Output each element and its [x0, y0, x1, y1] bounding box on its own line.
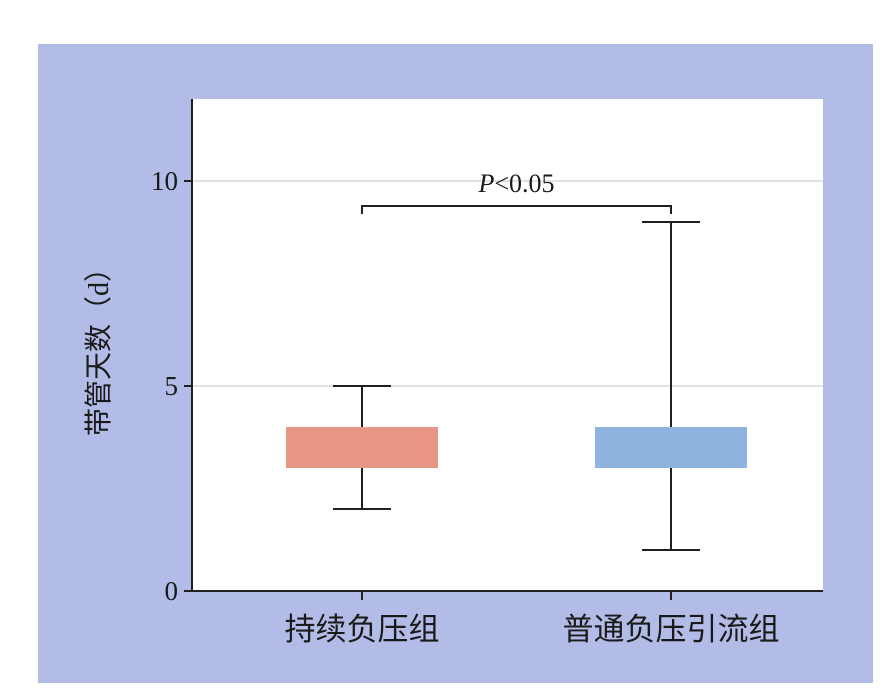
box-group-2	[595, 427, 747, 468]
x-tick-label-1: 持续负压组	[285, 612, 440, 647]
box-group-1	[286, 427, 438, 468]
x-tick-label-2: 普通负压引流组	[563, 612, 780, 647]
y-tick-label-10: 10	[151, 166, 178, 196]
y-tick-label-0: 0	[165, 576, 179, 606]
significance-p-symbol: P	[477, 169, 494, 198]
significance-threshold: <0.05	[494, 169, 554, 198]
significance-bracket	[361, 205, 672, 214]
y-tick-label-5: 5	[165, 371, 179, 401]
significance-label: P<0.05	[477, 169, 554, 198]
y-axis-label: 带管天数（d）	[83, 254, 115, 436]
